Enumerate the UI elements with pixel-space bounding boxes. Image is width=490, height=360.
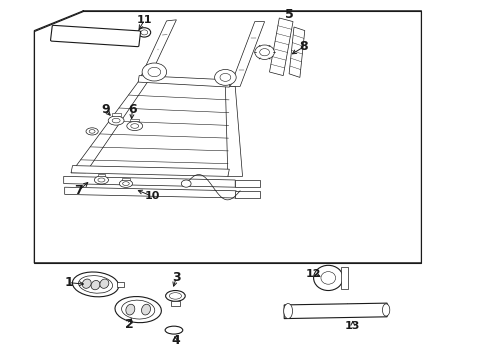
Ellipse shape: [321, 271, 336, 284]
Ellipse shape: [115, 297, 161, 323]
Polygon shape: [284, 303, 387, 319]
Ellipse shape: [89, 130, 95, 133]
Text: 3: 3: [172, 271, 181, 284]
Ellipse shape: [112, 118, 120, 123]
Text: 11: 11: [137, 15, 152, 25]
Circle shape: [148, 67, 161, 77]
Polygon shape: [71, 166, 229, 176]
Text: 9: 9: [101, 103, 110, 116]
Ellipse shape: [120, 180, 132, 187]
Text: 2: 2: [125, 318, 134, 330]
Ellipse shape: [131, 124, 139, 128]
Ellipse shape: [165, 326, 183, 334]
Polygon shape: [64, 176, 235, 187]
FancyBboxPatch shape: [50, 25, 141, 47]
Ellipse shape: [284, 303, 293, 319]
Text: 12: 12: [306, 269, 321, 279]
Circle shape: [138, 28, 151, 37]
Text: 1: 1: [64, 276, 73, 289]
Circle shape: [215, 69, 236, 85]
Ellipse shape: [91, 280, 100, 290]
Ellipse shape: [86, 128, 98, 135]
Polygon shape: [235, 180, 260, 187]
Polygon shape: [171, 301, 180, 306]
Text: 8: 8: [299, 40, 308, 53]
Polygon shape: [117, 282, 124, 287]
Polygon shape: [130, 119, 139, 121]
Polygon shape: [138, 76, 230, 87]
Text: 4: 4: [171, 334, 180, 347]
Polygon shape: [289, 27, 305, 77]
Ellipse shape: [170, 293, 181, 299]
Text: 13: 13: [345, 321, 361, 331]
Polygon shape: [235, 191, 260, 198]
Polygon shape: [230, 22, 265, 86]
Ellipse shape: [122, 182, 129, 185]
Circle shape: [142, 63, 167, 81]
Polygon shape: [65, 187, 236, 198]
Text: 5: 5: [285, 8, 294, 21]
Ellipse shape: [166, 291, 185, 301]
Polygon shape: [122, 178, 129, 180]
Ellipse shape: [142, 304, 150, 315]
Polygon shape: [341, 267, 348, 289]
Ellipse shape: [122, 300, 155, 319]
Ellipse shape: [95, 176, 108, 184]
Ellipse shape: [108, 116, 124, 125]
Ellipse shape: [73, 272, 119, 297]
Polygon shape: [225, 86, 243, 176]
Polygon shape: [34, 11, 421, 263]
Ellipse shape: [82, 279, 91, 288]
Polygon shape: [71, 79, 149, 173]
Text: 7: 7: [74, 184, 83, 197]
Circle shape: [220, 73, 231, 81]
Ellipse shape: [100, 279, 109, 288]
Polygon shape: [147, 66, 156, 76]
Circle shape: [181, 180, 191, 187]
Ellipse shape: [382, 304, 390, 316]
Ellipse shape: [127, 121, 143, 131]
Circle shape: [141, 30, 148, 35]
Polygon shape: [98, 174, 105, 176]
Ellipse shape: [126, 304, 135, 315]
Ellipse shape: [78, 276, 113, 293]
Polygon shape: [270, 18, 293, 76]
Ellipse shape: [98, 178, 105, 182]
Circle shape: [260, 49, 270, 56]
Polygon shape: [112, 113, 121, 116]
Circle shape: [255, 45, 274, 59]
Polygon shape: [140, 20, 176, 79]
Text: 6: 6: [128, 103, 137, 116]
Ellipse shape: [314, 265, 343, 291]
Text: 10: 10: [144, 191, 160, 201]
